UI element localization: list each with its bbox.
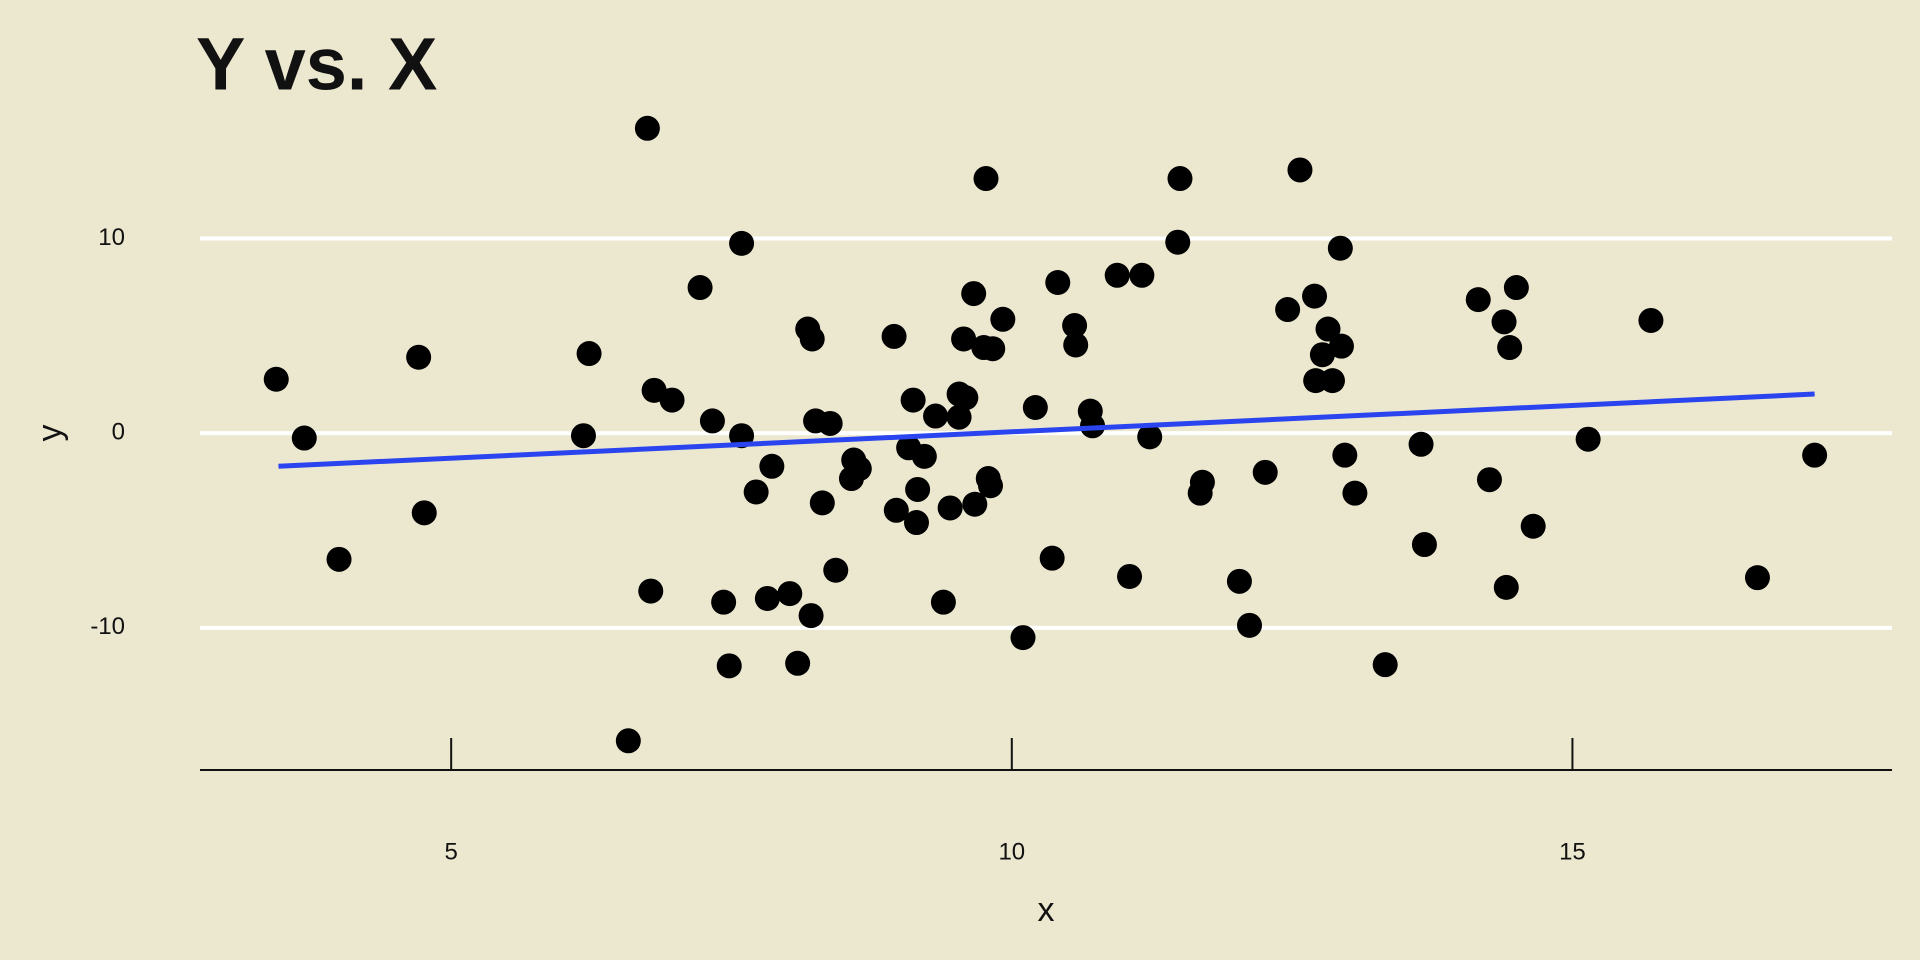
x-tick-label: 15 (1559, 838, 1586, 865)
point (923, 403, 949, 429)
x-tick-label: 5 (444, 838, 457, 865)
y-tick-label: -10 (90, 613, 125, 640)
point (1802, 442, 1828, 468)
point (754, 585, 780, 611)
point (980, 336, 1006, 362)
point (946, 404, 972, 430)
point (1309, 342, 1335, 368)
point (900, 387, 926, 413)
point (729, 230, 755, 256)
point (846, 456, 872, 482)
point (638, 578, 664, 604)
point (973, 166, 999, 192)
y-tick-label: 10 (98, 224, 125, 251)
point (1302, 283, 1328, 309)
point (716, 653, 742, 679)
chart-title: Y vs. X (196, 23, 437, 106)
point (1493, 574, 1519, 600)
point (570, 423, 596, 449)
point (1744, 565, 1770, 591)
point (1275, 297, 1301, 323)
point (1129, 262, 1155, 288)
point (937, 495, 963, 521)
y-axis-label: y (31, 425, 69, 442)
point (809, 490, 835, 516)
point (883, 497, 909, 523)
point (1104, 262, 1130, 288)
x-tick-label: 10 (998, 838, 1025, 865)
point (1063, 332, 1089, 358)
point (1010, 625, 1036, 651)
point (1497, 335, 1523, 361)
point (962, 491, 988, 517)
point (785, 650, 811, 676)
point (1575, 426, 1601, 452)
point (817, 410, 843, 436)
point (1327, 235, 1353, 261)
point (743, 479, 769, 505)
point (953, 385, 979, 411)
point (777, 581, 803, 607)
point (1022, 394, 1048, 420)
point (1491, 309, 1517, 335)
y-tick-label: 0 (112, 419, 125, 446)
point (951, 326, 977, 352)
point (823, 557, 849, 583)
point (687, 275, 713, 301)
point (1226, 568, 1252, 594)
point (1167, 166, 1193, 192)
point (1503, 275, 1529, 301)
point (411, 500, 437, 526)
point (634, 115, 660, 141)
point (1465, 287, 1491, 313)
point (1476, 467, 1502, 493)
point (1189, 469, 1215, 495)
point (881, 323, 907, 349)
point (1237, 612, 1263, 638)
point (930, 589, 956, 615)
point (576, 341, 602, 367)
point (990, 306, 1016, 332)
point (263, 366, 289, 392)
point (1328, 333, 1354, 359)
point (699, 408, 725, 434)
point (711, 589, 737, 615)
point (1342, 480, 1368, 506)
point (1408, 431, 1434, 457)
point (326, 546, 352, 572)
point (1045, 269, 1071, 295)
point (1411, 532, 1437, 558)
point (1039, 545, 1065, 571)
point (406, 344, 432, 370)
point (905, 476, 931, 502)
point (759, 453, 785, 479)
trend-line (278, 391, 1815, 469)
x-axis-label: x (1038, 891, 1055, 929)
point (1315, 316, 1341, 342)
point (903, 510, 929, 536)
point (1252, 459, 1278, 485)
point (1638, 307, 1664, 333)
point (1137, 424, 1163, 450)
point (977, 473, 1003, 499)
point (799, 326, 825, 352)
point (1520, 513, 1546, 539)
point (615, 728, 641, 754)
point (961, 281, 987, 307)
point (798, 603, 824, 629)
point (1372, 652, 1398, 678)
point (911, 443, 937, 469)
point (1332, 442, 1358, 468)
point (291, 425, 317, 451)
point (1062, 313, 1088, 339)
point (1319, 368, 1345, 394)
point (1287, 157, 1313, 183)
point (1117, 563, 1143, 589)
point (659, 387, 685, 413)
point (1165, 229, 1191, 255)
